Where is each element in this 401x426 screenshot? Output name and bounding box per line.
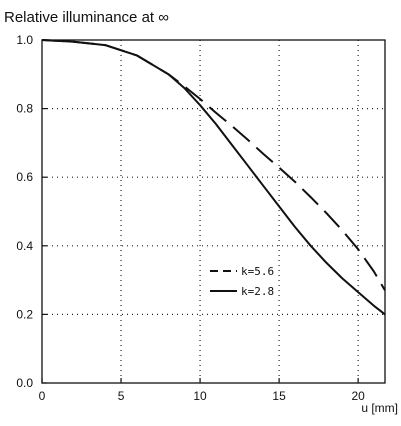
y-tick-label: 0.4 bbox=[16, 239, 33, 253]
series-line-k-5-6 bbox=[41, 39, 386, 291]
x-tick-label: 0 bbox=[39, 389, 46, 403]
grid bbox=[42, 40, 385, 383]
y-tick-label: 0.2 bbox=[16, 307, 33, 321]
x-tick-label: 5 bbox=[118, 389, 125, 403]
y-tick-label: 1.0 bbox=[16, 33, 33, 47]
ticks: 0 5 10 15 20 0.0 0.2 0.4 0.6 0.8 1.0 bbox=[16, 33, 365, 403]
x-axis-label: u [mm] bbox=[361, 401, 398, 415]
x-tick-label: 20 bbox=[351, 389, 365, 403]
y-tick-label: 0.0 bbox=[16, 376, 33, 390]
x-tick-label: 10 bbox=[193, 389, 207, 403]
y-tick-label: 0.6 bbox=[16, 170, 33, 184]
y-tick-label: 0.8 bbox=[16, 102, 33, 116]
chart-title: Relative illuminance at ∞ bbox=[4, 9, 169, 26]
plot-frame bbox=[41, 39, 386, 384]
x-tick-label: 15 bbox=[272, 389, 286, 403]
series-line-k-2-8 bbox=[41, 39, 386, 316]
legend-label: k=2.8 bbox=[241, 285, 274, 298]
legend-label: k=5.6 bbox=[241, 265, 274, 278]
series bbox=[41, 39, 386, 316]
legend: k=5.6 k=2.8 bbox=[210, 265, 274, 298]
